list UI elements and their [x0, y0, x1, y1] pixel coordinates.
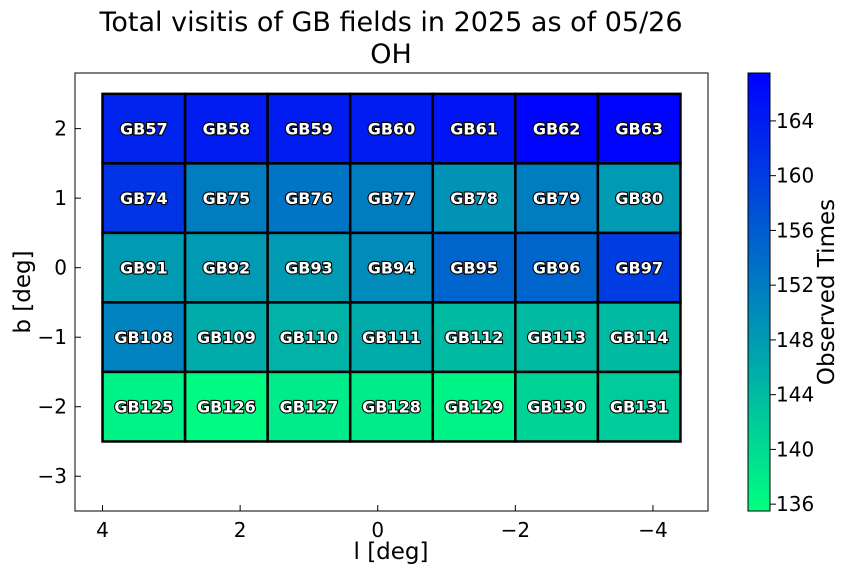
- colorbar-tick-label: 144: [776, 383, 814, 407]
- cell-label-gb130: GB130: [527, 398, 586, 417]
- plot-frame: [74, 72, 709, 512]
- x-axis-label: l [deg]: [354, 539, 429, 565]
- cell-label-gb109: GB109: [197, 328, 256, 347]
- colorbar-tick-label: 148: [776, 328, 814, 352]
- heatmap-cell-gb108: [101, 301, 187, 374]
- cell-label-gb78: GB78: [450, 189, 498, 208]
- colorbar-tick-label: 152: [776, 273, 814, 297]
- y-tick-label: 2: [54, 117, 67, 141]
- cell-label-gb91: GB91: [120, 259, 168, 278]
- cell-label-gb129: GB129: [445, 398, 504, 417]
- heatmap-cell-gb109: [183, 301, 269, 374]
- heatmap-cell-gb78: [431, 162, 517, 235]
- heatmap-cell-gb113: [514, 301, 600, 374]
- chart-subtitle: OH: [370, 39, 412, 70]
- y-tick-label: 1: [54, 186, 67, 210]
- cell-label-gb63: GB63: [615, 120, 663, 139]
- x-tick-label: 2: [234, 518, 247, 542]
- cell-label-gb96: GB96: [533, 259, 581, 278]
- colorbar: [747, 72, 771, 512]
- heatmap-cell-gb95: [431, 231, 517, 304]
- y-axis-label: b [deg]: [10, 250, 36, 333]
- colorbar-label: Observed Times: [814, 199, 840, 385]
- colorbar-tick-label: 156: [776, 218, 814, 242]
- heatmap-cell-gb93: [266, 231, 352, 304]
- colorbar-tick-label: 140: [776, 437, 814, 461]
- cell-label-gb131: GB131: [610, 398, 669, 417]
- colorbar-tick-label: 164: [776, 109, 814, 133]
- heatmap-cell-gb127: [266, 370, 352, 443]
- cell-label-gb94: GB94: [368, 259, 416, 278]
- cell-label-gb61: GB61: [450, 120, 498, 139]
- heatmap-cell-gb62: [514, 92, 600, 165]
- cell-label-gb112: GB112: [445, 328, 504, 347]
- heatmap-cell-gb96: [514, 231, 600, 304]
- heatmap-cell-gb76: [266, 162, 352, 235]
- x-tick-label: 4: [96, 518, 109, 542]
- cell-label-gb60: GB60: [368, 120, 416, 139]
- cell-label-gb108: GB108: [114, 328, 173, 347]
- y-tick-label: −2: [38, 395, 67, 419]
- x-tick-label: −4: [638, 518, 667, 542]
- x-tick-label: −2: [501, 518, 530, 542]
- heatmap-cell-gb74: [101, 162, 187, 235]
- cell-label-gb80: GB80: [615, 189, 663, 208]
- cell-label-gb75: GB75: [203, 189, 251, 208]
- heatmap-cell-gb80: [596, 162, 682, 235]
- cell-label-gb114: GB114: [610, 328, 669, 347]
- heatmap-cell-gb125: [101, 370, 187, 443]
- cell-label-gb79: GB79: [533, 189, 581, 208]
- heatmap-cell-labels: GB57 GB58 GB59 GB60 GB61 GB62 GB63 GB74 GB75 GB76…: [113, 119, 669, 418]
- cell-label-gb126: GB126: [197, 398, 256, 417]
- y-axis-ticks: 2 1 0 −1 −2 −3: [38, 117, 81, 488]
- colorbar-ticks: 136 140 144 148 152 156 160 164: [770, 109, 814, 516]
- cell-label-gb97: GB97: [615, 259, 663, 278]
- cell-label-gb58: GB58: [203, 120, 251, 139]
- heatmap-cell-gb131: [596, 370, 682, 443]
- x-axis-ticks: 4 2 0 −2 −4: [96, 505, 668, 542]
- heatmap-cell-gb57: [101, 92, 187, 165]
- heatmap-cell-gb130: [514, 370, 600, 443]
- cell-label-gb128: GB128: [362, 398, 421, 417]
- colorbar-tick-label: 160: [776, 164, 814, 188]
- y-tick-label: −3: [38, 464, 67, 488]
- heatmap-cell-gb92: [183, 231, 269, 304]
- heatmap-cell-gb97: [596, 231, 682, 304]
- cell-label-gb110: GB110: [280, 328, 339, 347]
- cell-label-gb74: GB74: [120, 189, 168, 208]
- cell-label-gb76: GB76: [285, 189, 333, 208]
- cell-label-gb125: GB125: [114, 398, 173, 417]
- cell-label-gb59: GB59: [285, 120, 333, 139]
- y-tick-label: −1: [38, 325, 67, 349]
- y-tick-label: 0: [54, 256, 67, 280]
- cell-label-gb113: GB113: [527, 328, 586, 347]
- cell-label-gb57: GB57: [120, 120, 168, 139]
- x-tick-label: 0: [371, 518, 384, 542]
- cell-label-gb93: GB93: [285, 259, 333, 278]
- cell-label-gb62: GB62: [533, 120, 581, 139]
- cell-label-gb95: GB95: [450, 259, 498, 278]
- chart-title: Total visitis of GB fields in 2025 as of…: [98, 7, 682, 38]
- cell-label-gb92: GB92: [203, 259, 251, 278]
- cell-label-gb111: GB111: [362, 328, 421, 347]
- cell-label-gb77: GB77: [368, 189, 416, 208]
- heatmap-cells: [101, 92, 682, 443]
- colorbar-tick-label: 136: [776, 492, 814, 516]
- cell-label-gb127: GB127: [280, 398, 339, 417]
